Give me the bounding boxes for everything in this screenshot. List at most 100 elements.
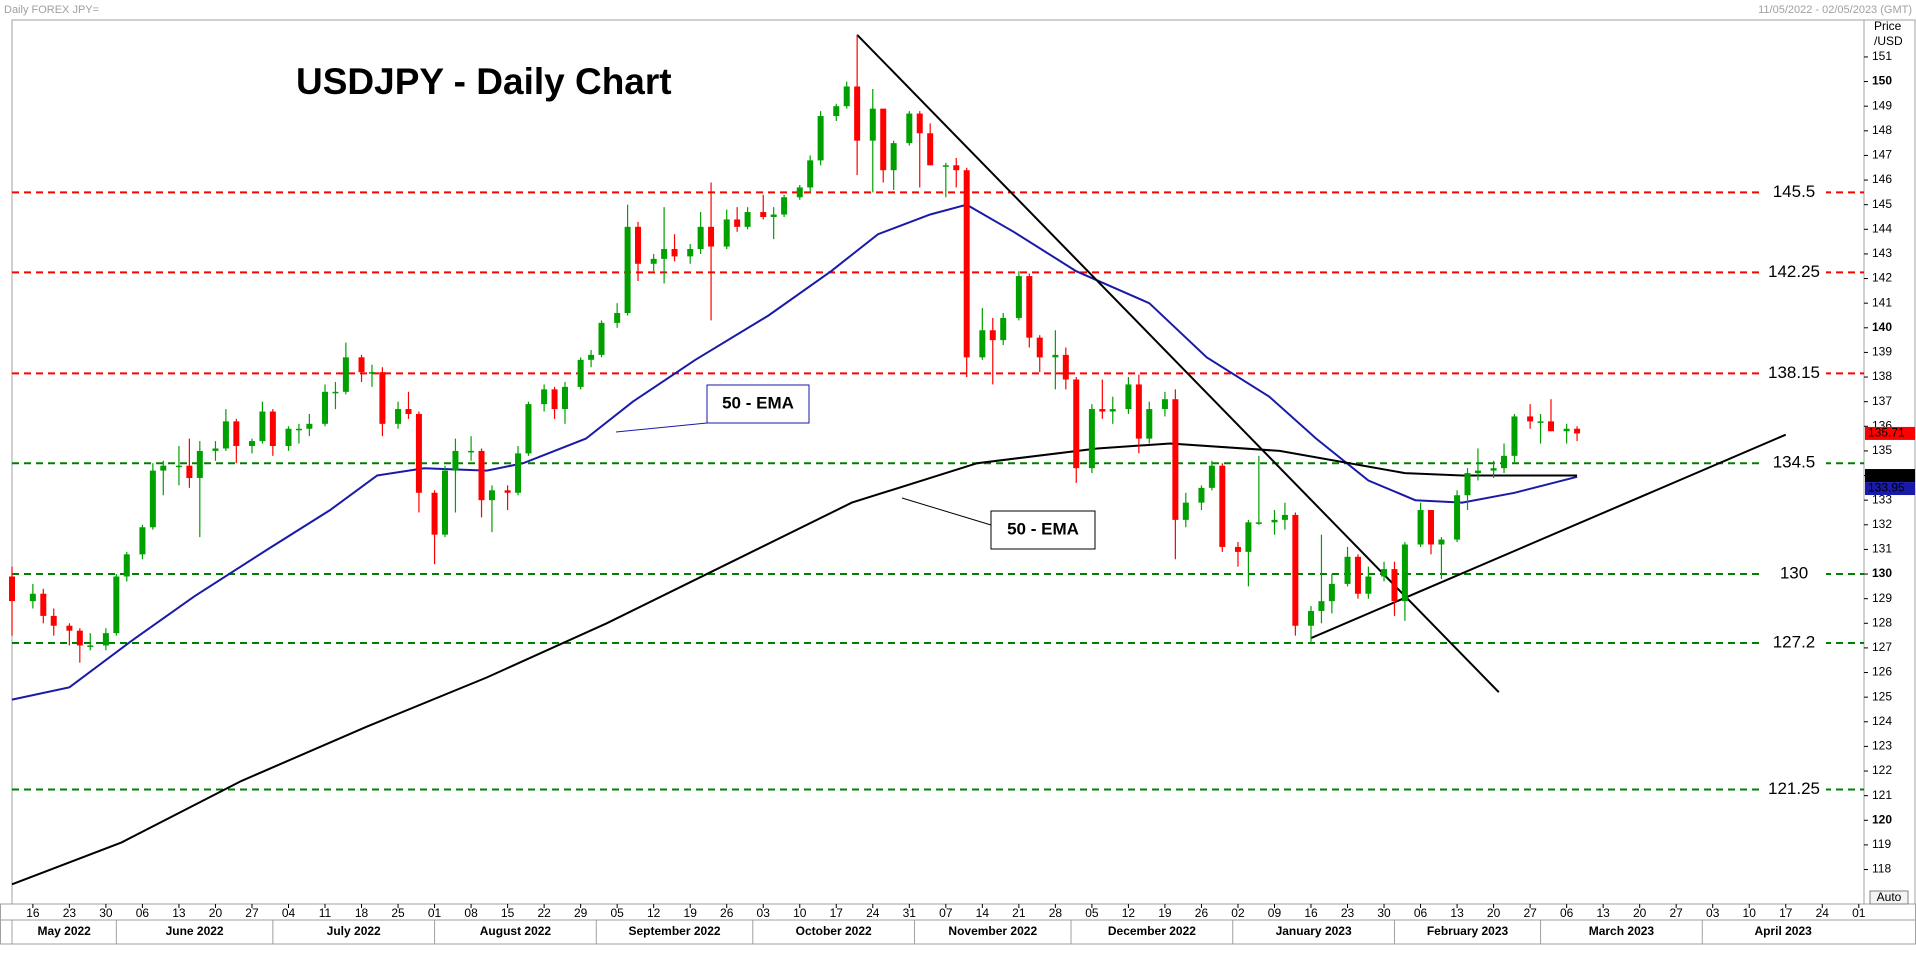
x-tick-label: 16 xyxy=(26,906,40,920)
time-axis xyxy=(0,903,1916,945)
month-label: July 2022 xyxy=(327,924,381,938)
candle-body xyxy=(1000,317,1007,341)
x-tick-label: 13 xyxy=(1596,906,1610,920)
y-tick-label: 138 xyxy=(1872,369,1892,383)
auto-button-label[interactable]: Auto xyxy=(1877,890,1902,904)
candle-body xyxy=(1135,384,1142,439)
x-tick-label: 02 xyxy=(1231,906,1245,920)
candle-body xyxy=(50,615,57,626)
x-tick-label: 21 xyxy=(1012,906,1026,920)
candle-body xyxy=(76,630,83,646)
y-tick-label: 148 xyxy=(1872,123,1892,137)
candle-body xyxy=(614,313,621,323)
candle-body xyxy=(488,490,495,501)
candle-body xyxy=(687,249,694,257)
candle-body xyxy=(624,226,631,314)
candle-body xyxy=(102,633,109,646)
candle-body xyxy=(175,465,182,468)
candle-body xyxy=(1454,495,1461,540)
level-label-bg xyxy=(1762,363,1826,384)
annotation-leader xyxy=(615,422,708,433)
x-tick-label: 28 xyxy=(1049,906,1063,920)
candle-body xyxy=(1537,421,1544,423)
x-tick-label: 16 xyxy=(1304,906,1318,920)
candle-body xyxy=(248,441,255,446)
price-tag-label: 135.71 xyxy=(1868,426,1905,440)
x-tick-label: 23 xyxy=(1341,906,1355,920)
candle-body xyxy=(1527,416,1534,422)
level-label-bg xyxy=(1762,453,1826,474)
x-tick-label: 07 xyxy=(939,906,953,920)
y-tick-label: 130 xyxy=(1872,566,1892,580)
x-tick-label: 24 xyxy=(1816,906,1830,920)
y-tick-label: 133 xyxy=(1872,492,1892,506)
candle-body xyxy=(796,187,803,198)
x-tick-label: 12 xyxy=(1122,906,1136,920)
x-tick-label: 01 xyxy=(1852,906,1866,920)
candle-body xyxy=(770,214,777,217)
x-tick-label: 30 xyxy=(1377,906,1391,920)
y-tick-label: 143 xyxy=(1872,246,1892,260)
y-tick-label: 124 xyxy=(1872,714,1892,728)
y-tick-label: 146 xyxy=(1872,172,1892,186)
annotation-box xyxy=(990,510,1096,550)
x-tick-label: 04 xyxy=(282,906,296,920)
candle-body xyxy=(113,576,120,634)
candle-body xyxy=(989,330,996,341)
candle-body xyxy=(1172,399,1179,520)
candle-body xyxy=(1365,576,1372,594)
candle-body xyxy=(160,465,167,471)
y-tick-label: 147 xyxy=(1872,148,1892,162)
month-label: January 2023 xyxy=(1276,924,1352,938)
x-tick-label: 05 xyxy=(1085,906,1099,920)
candle-body xyxy=(295,428,302,431)
x-tick-label: 06 xyxy=(1414,906,1428,920)
month-label: June 2022 xyxy=(166,924,224,938)
y-tick-label: 128 xyxy=(1872,615,1892,629)
candle-body xyxy=(196,450,203,479)
candle-body xyxy=(953,165,960,171)
x-tick-label: 30 xyxy=(99,906,113,920)
candle-body xyxy=(708,226,715,247)
candle-body xyxy=(1036,337,1043,358)
y-tick-label: 150 xyxy=(1872,74,1892,88)
ema-line xyxy=(11,203,1578,701)
candle-body xyxy=(942,165,949,167)
month-label: March 2023 xyxy=(1589,924,1655,938)
candle-body xyxy=(1344,556,1351,584)
candle-body xyxy=(890,143,897,171)
x-tick-label: 26 xyxy=(1195,906,1209,920)
candle-body xyxy=(504,490,511,493)
candle-body xyxy=(1088,409,1095,469)
candle-body xyxy=(405,409,412,414)
candle-body xyxy=(1073,379,1080,469)
auto-button[interactable] xyxy=(1869,890,1909,905)
x-tick-label: 06 xyxy=(136,906,150,920)
candle-body xyxy=(807,160,814,188)
x-tick-label: 20 xyxy=(1487,906,1501,920)
source-label: Daily FOREX JPY= xyxy=(4,4,99,16)
x-tick-label: 12 xyxy=(647,906,661,920)
x-tick-label: 19 xyxy=(1158,906,1172,920)
candle-body xyxy=(1427,510,1434,545)
annotation-box xyxy=(706,384,810,424)
x-tick-label: 17 xyxy=(830,906,844,920)
candle-body xyxy=(149,470,156,528)
candle-body xyxy=(322,391,329,424)
candle-body xyxy=(916,113,923,134)
x-tick-label: 23 xyxy=(63,906,77,920)
candle-body xyxy=(869,108,876,141)
candle-body xyxy=(843,86,850,107)
candle-body xyxy=(452,450,459,471)
month-label: February 2023 xyxy=(1427,924,1509,938)
y-tick-label: 135 xyxy=(1872,443,1892,457)
y-tick-label: 144 xyxy=(1872,221,1892,235)
x-tick-label: 06 xyxy=(1560,906,1574,920)
candle-body xyxy=(358,357,365,373)
y-tick-label: 141 xyxy=(1872,295,1892,309)
y-tick-label: 145 xyxy=(1872,197,1892,211)
candle-body xyxy=(1381,569,1388,577)
candle-body xyxy=(9,576,15,602)
candle-body xyxy=(269,411,276,446)
x-tick-label: 27 xyxy=(1670,906,1684,920)
